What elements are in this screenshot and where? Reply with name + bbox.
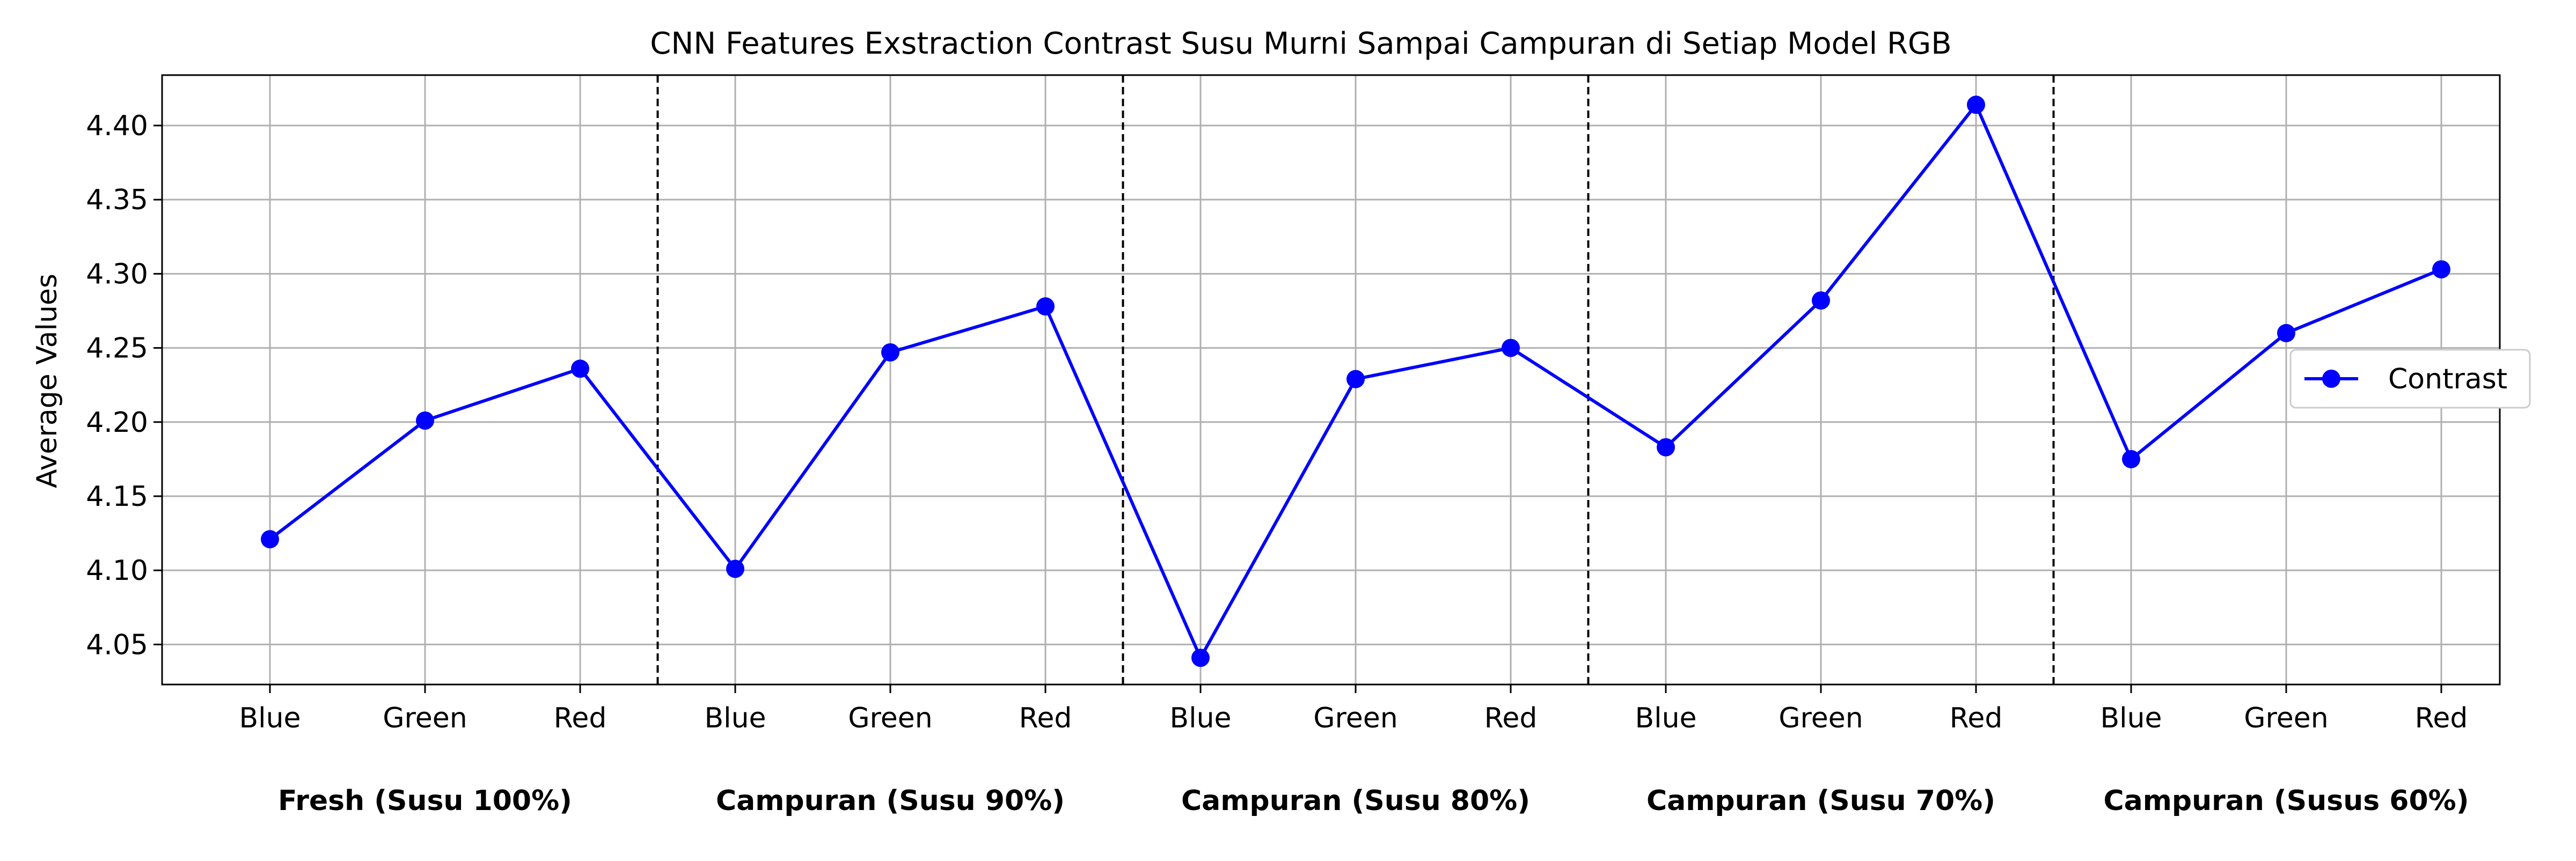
data-point (2432, 260, 2450, 279)
x-tick-label: Green (848, 702, 932, 734)
y-tick-label: 4.40 (86, 110, 148, 142)
x-tick-label: Red (1950, 702, 2003, 734)
x-tick-label: Green (2244, 702, 2328, 734)
grid-lines (162, 75, 2500, 685)
y-tick-label: 4.30 (86, 258, 148, 290)
legend-box (2289, 349, 2531, 409)
data-point (726, 560, 744, 578)
group-label: Fresh (Susu 100%) (278, 785, 572, 817)
group-label: Campuran (Susu 80%) (1181, 785, 1530, 817)
data-point (416, 411, 434, 430)
y-axis-label: Average Values (31, 274, 63, 488)
data-point (1191, 649, 1210, 667)
data-point (2277, 323, 2295, 342)
data-point (2122, 450, 2140, 468)
y-tick-label: 4.10 (86, 555, 148, 587)
data-point (1502, 338, 1520, 357)
data-point (571, 359, 589, 378)
group-label: Campuran (Susu 70%) (1646, 785, 1995, 817)
data-point (881, 343, 899, 362)
x-tick-label: Green (383, 702, 467, 734)
y-tick-label: 4.35 (86, 184, 148, 216)
series-layer (261, 95, 2450, 667)
legend: Contrast (2289, 349, 2531, 409)
y-tick-label: 4.25 (86, 333, 148, 365)
legend-marker (2322, 370, 2340, 388)
x-tick-label: Blue (704, 702, 766, 734)
x-tick-label: Red (1019, 702, 1072, 734)
group-label: Campuran (Susu 90%) (716, 785, 1065, 817)
x-tick-label: Red (2415, 702, 2468, 734)
group-separators (656, 75, 2055, 685)
x-tick-label: Red (1484, 702, 1538, 734)
plot-frame (161, 74, 2501, 686)
y-tick-label: 4.20 (86, 407, 148, 439)
axis-ticks: 4.05 4.10 4.15 4.20 4.25 4.30 4.35 4.40 Blue Gree… (86, 110, 2469, 817)
data-point (1346, 370, 1365, 388)
chart-title: CNN Features Exstraction Contrast Susu M… (650, 26, 1951, 61)
x-tick-label: Red (554, 702, 607, 734)
y-tick-label: 4.05 (86, 629, 148, 661)
x-tick-label: Blue (239, 702, 301, 734)
x-tick-label: Green (1779, 702, 1863, 734)
data-point (1036, 297, 1055, 316)
x-tick-label: Blue (1169, 702, 1231, 734)
x-tick-label: Blue (1635, 702, 1696, 734)
data-point (261, 530, 279, 549)
data-point (1812, 291, 1830, 310)
data-point (1967, 95, 1985, 114)
x-tick-label: Green (1313, 702, 1397, 734)
legend-label: Contrast (2388, 363, 2507, 395)
data-point (1657, 438, 1675, 457)
group-label: Campuran (Susus 60%) (2103, 785, 2469, 817)
y-tick-label: 4.15 (86, 481, 148, 513)
x-tick-label: Blue (2100, 702, 2162, 734)
